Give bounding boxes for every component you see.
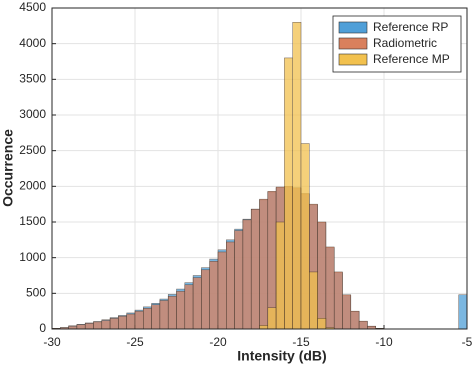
- bar: [458, 294, 468, 330]
- bar: [118, 315, 127, 330]
- bar: [259, 198, 269, 330]
- bar: [284, 57, 293, 330]
- x-tick-label: -30: [43, 335, 61, 349]
- legend-label: Radiometric: [373, 36, 437, 50]
- bar: [317, 221, 327, 330]
- bar: [292, 22, 302, 330]
- bar: [259, 325, 269, 330]
- bar: [267, 307, 277, 330]
- bar: [325, 246, 335, 330]
- bar: [234, 230, 244, 330]
- series: [259, 22, 335, 330]
- bar: [143, 308, 152, 330]
- x-tick-label: -10: [375, 335, 393, 349]
- legend-label: Reference MP: [373, 52, 450, 66]
- bar: [176, 290, 186, 330]
- y-tick-label: 1000: [19, 250, 46, 264]
- legend-swatch: [338, 21, 368, 34]
- y-tick-label: 4500: [19, 0, 46, 14]
- bar: [309, 271, 318, 330]
- bar: [76, 324, 86, 330]
- bar: [217, 251, 227, 330]
- bar: [358, 320, 368, 330]
- bar: [317, 318, 327, 330]
- bar: [134, 310, 144, 330]
- bar: [159, 300, 169, 330]
- bar: [93, 321, 103, 330]
- x-tick-label: -15: [292, 335, 310, 349]
- bar: [300, 143, 310, 330]
- bar: [184, 284, 194, 330]
- bar: [333, 271, 343, 330]
- bar: [167, 295, 177, 330]
- x-tick-label: -25: [126, 335, 144, 349]
- y-tick-label: 1500: [19, 214, 46, 228]
- legend-swatch: [338, 37, 368, 50]
- bar: [342, 294, 352, 330]
- x-axis-label: Intensity (dB): [237, 348, 326, 364]
- bar: [350, 310, 360, 330]
- legend-label: Reference RP: [373, 20, 448, 34]
- bar: [101, 320, 111, 330]
- y-tick-label: 500: [26, 286, 46, 300]
- bar: [84, 323, 94, 330]
- y-tick-label: 3000: [19, 107, 46, 121]
- bar: [275, 221, 285, 330]
- y-tick-label: 2500: [19, 143, 46, 157]
- bar: [201, 269, 210, 330]
- bar: [151, 304, 161, 330]
- bar: [209, 260, 219, 330]
- bar: [192, 277, 202, 330]
- y-axis-label: Occurrence: [0, 129, 16, 207]
- bar: [242, 219, 252, 330]
- bar: [109, 318, 119, 330]
- bar: [250, 208, 260, 330]
- y-tick-label: 0: [39, 321, 46, 335]
- y-tick-label: 4000: [19, 36, 46, 50]
- bar: [126, 313, 136, 330]
- y-tick-label: 3500: [19, 72, 46, 86]
- plot-frame: [51, 7, 468, 330]
- x-tick-label: -5: [462, 335, 473, 349]
- bar: [226, 241, 235, 330]
- legend-swatch: [338, 53, 368, 66]
- y-tick-label: 2000: [19, 179, 46, 193]
- x-tick-label: -20: [209, 335, 227, 349]
